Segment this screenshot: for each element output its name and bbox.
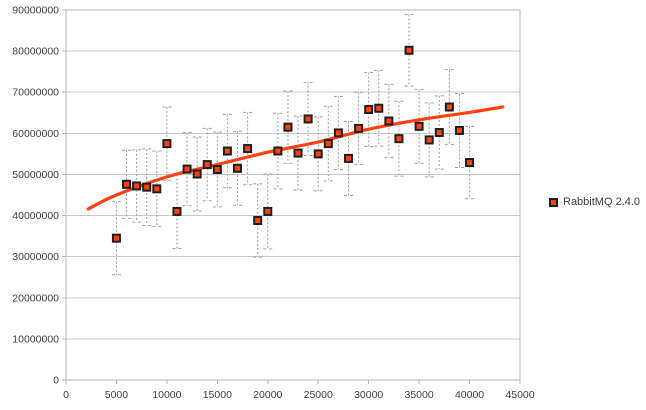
data-point xyxy=(404,45,414,55)
data-point xyxy=(111,233,121,243)
y-tick-label: 20000000 xyxy=(12,292,59,304)
plot-area xyxy=(65,9,521,381)
data-point xyxy=(434,128,444,138)
data-point xyxy=(364,104,374,114)
data-point xyxy=(132,181,142,191)
data-point xyxy=(273,146,283,156)
data-point xyxy=(182,164,192,174)
data-point xyxy=(243,144,253,154)
data-point xyxy=(374,103,384,113)
data-point xyxy=(454,125,464,135)
data-point xyxy=(354,123,364,133)
x-tick-label: 10000 xyxy=(152,389,181,401)
data-point xyxy=(192,169,202,179)
y-tick-label: 30000000 xyxy=(12,251,59,263)
trend-line xyxy=(86,105,505,211)
x-tick-label: 0 xyxy=(63,389,69,401)
data-point xyxy=(253,215,263,225)
data-point xyxy=(343,153,353,163)
data-point xyxy=(465,158,475,168)
x-tick-label: 35000 xyxy=(405,389,434,401)
data-point xyxy=(444,102,454,112)
y-tick-label: 60000000 xyxy=(12,128,59,140)
data-point xyxy=(313,149,323,159)
axis-ticks xyxy=(62,9,521,384)
data-point xyxy=(394,134,404,144)
data-point xyxy=(162,139,172,149)
data-point xyxy=(222,146,232,156)
data-point xyxy=(323,139,333,149)
data-point xyxy=(283,122,293,132)
x-tick-label: 15000 xyxy=(203,389,232,401)
y-tick-label: 70000000 xyxy=(12,87,59,99)
y-tick-label: 50000000 xyxy=(12,169,59,181)
data-point xyxy=(142,182,152,192)
data-point xyxy=(152,184,162,194)
plot-border xyxy=(65,9,521,381)
x-tick-label: 25000 xyxy=(304,389,333,401)
data-point xyxy=(424,135,434,145)
x-tick-label: 45000 xyxy=(505,389,534,401)
data-point xyxy=(172,206,182,216)
gridlines xyxy=(66,50,520,340)
y-axis-labels: 0 10000000 20000000 30000000 40000000 5000000… xyxy=(12,5,59,387)
data-point xyxy=(122,179,132,189)
data-point xyxy=(212,165,222,175)
y-tick-label: 80000000 xyxy=(12,46,59,58)
x-axis-labels: 0 5000 10000 15000 20000 25000 30000 35000 40000… xyxy=(63,389,535,401)
legend-label: RabbitMQ 2.4.0 xyxy=(563,196,641,208)
x-tick-label: 5000 xyxy=(105,389,129,401)
data-point xyxy=(414,121,424,131)
x-tick-label: 40000 xyxy=(455,389,484,401)
data-point xyxy=(202,160,212,170)
legend-marker-square xyxy=(549,197,558,207)
data-point xyxy=(293,148,303,158)
data-point xyxy=(263,206,273,216)
legend: RabbitMQ 2.4.0 xyxy=(549,196,640,208)
data-point xyxy=(303,114,313,124)
y-tick-label: 0 xyxy=(53,375,59,387)
y-tick-label: 40000000 xyxy=(12,210,59,222)
regression-curve xyxy=(86,105,505,211)
x-tick-label: 20000 xyxy=(253,389,282,401)
y-tick-label: 10000000 xyxy=(12,333,59,345)
data-points xyxy=(111,45,475,243)
y-tick-label: 90000000 xyxy=(12,5,59,17)
data-point xyxy=(233,163,243,173)
data-point xyxy=(333,128,343,138)
data-point xyxy=(384,116,394,126)
x-tick-label: 30000 xyxy=(354,389,383,401)
